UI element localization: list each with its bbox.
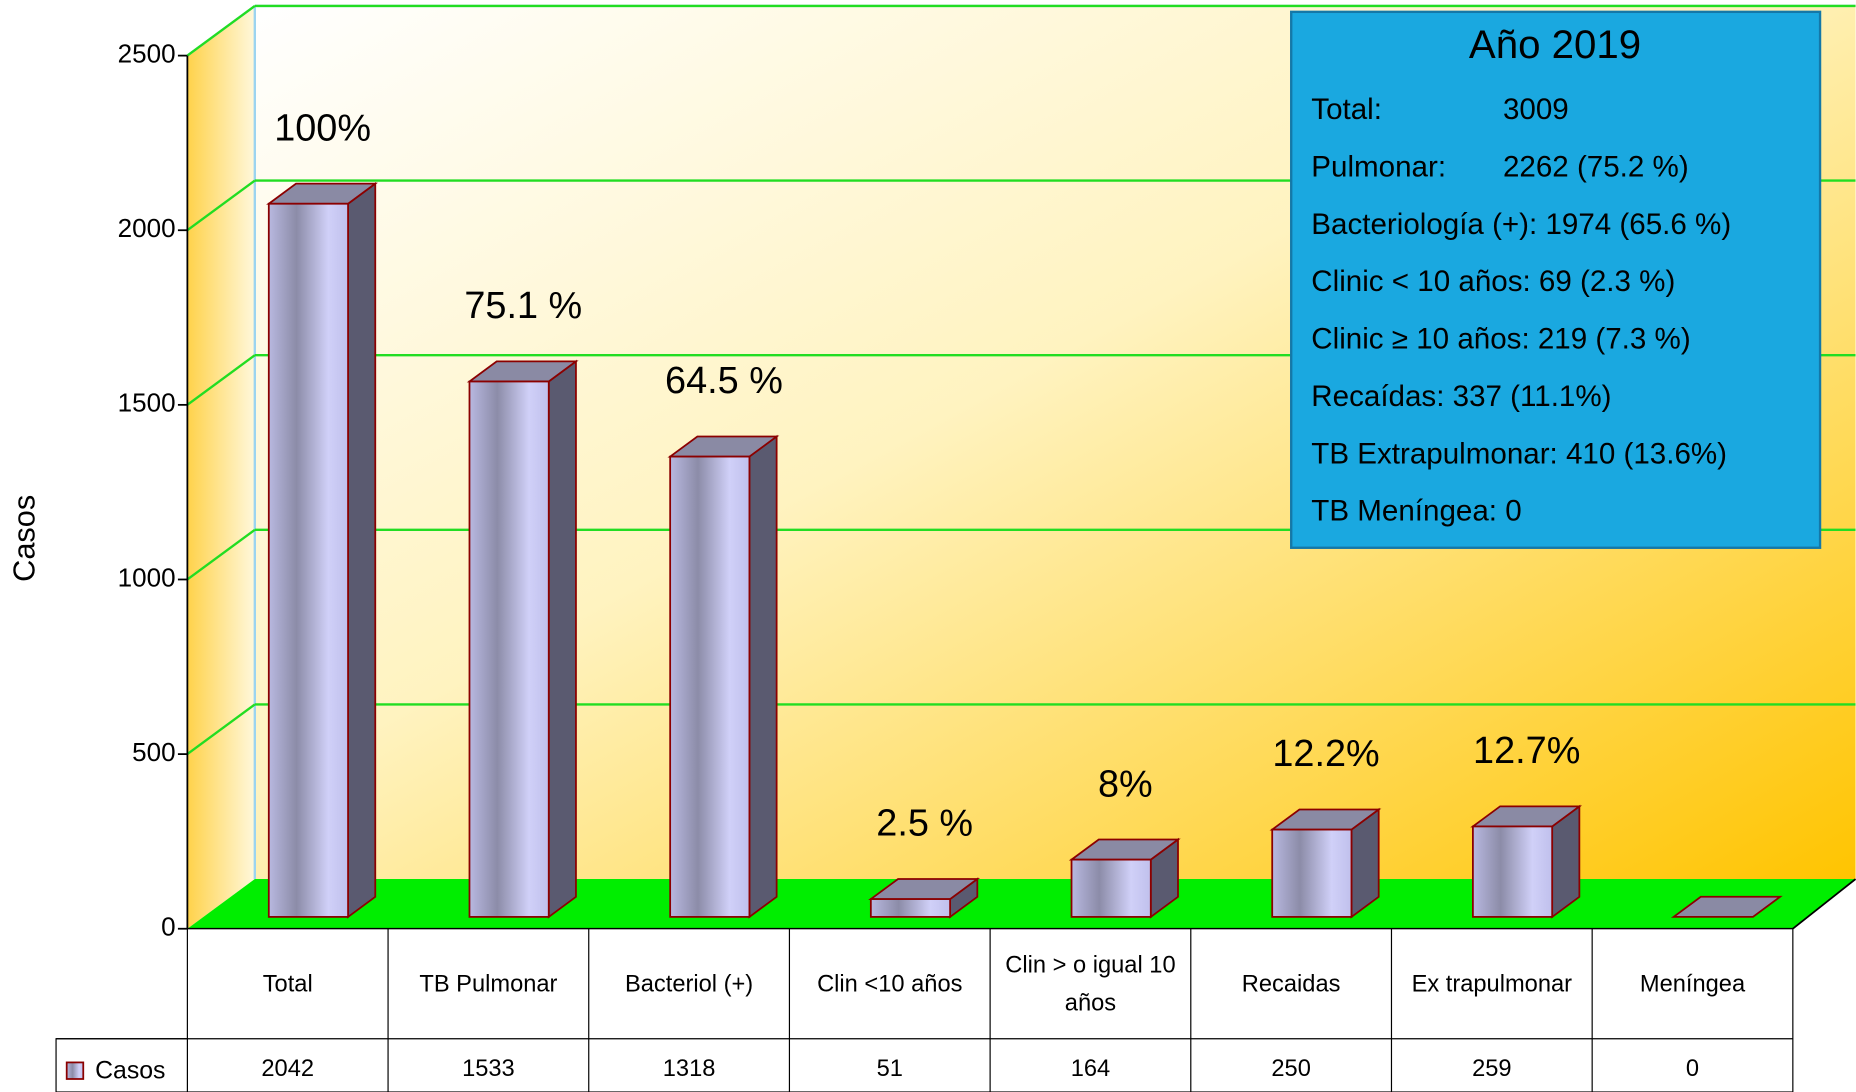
category-cell: Bacteriol (+): [624, 970, 754, 997]
y-tick-label: 1000: [118, 562, 176, 592]
x-tick-label: Meníngea: [1639, 970, 1746, 997]
data-annotation: 8%: [1098, 763, 1153, 805]
grid-line: [186, 179, 256, 232]
y-tick-label: 500: [132, 737, 175, 767]
side-wall: [187, 5, 255, 929]
x-tick-label: Recaidas: [1241, 970, 1341, 997]
floor-edge: [1792, 878, 1856, 930]
grid-line: [186, 4, 256, 57]
data-annotation: 100%: [274, 107, 371, 149]
table-value: 2042: [261, 1056, 314, 1082]
table-value: 51: [877, 1056, 903, 1082]
info-line: TB Extrapulmonar: 410 (13.6%): [1311, 437, 1727, 470]
data-annotation: 75.1 %: [464, 285, 582, 327]
info-line: Clinic < 10 años: 69 (2.3 %): [1311, 265, 1675, 298]
x-tick-label: Clin > o igual 10 años: [1005, 951, 1176, 1016]
y-axis-label: Casos: [7, 495, 42, 582]
info-line: 2262 (75.2 %): [1503, 150, 1689, 183]
y-tick-label: 2500: [118, 38, 176, 68]
bar: [468, 380, 550, 918]
category-cell: Recaidas: [1241, 970, 1341, 997]
grid-line: [186, 528, 256, 581]
category-cell: Clin <10 años: [817, 970, 963, 997]
floor: [187, 879, 1856, 929]
category-cell: Total: [262, 970, 313, 997]
x-tick-label: Clin <10 años: [817, 970, 963, 997]
category-cell: Meníngea: [1639, 970, 1746, 997]
table-value: 259: [1472, 1056, 1511, 1082]
bar: [669, 455, 751, 918]
bar: [1070, 858, 1152, 918]
info-box: [1290, 10, 1822, 549]
data-annotation: 64.5 %: [665, 360, 783, 402]
bar: [1271, 828, 1353, 918]
category-cell: TB Pulmonar: [419, 970, 558, 997]
table-value: 250: [1271, 1056, 1310, 1082]
info-line: TB Meníngea: 0: [1311, 495, 1521, 528]
bar: [869, 898, 951, 918]
data-annotation: 2.5 %: [876, 803, 973, 845]
info-line: Pulmonar:: [1311, 150, 1446, 183]
data-annotation: 12.7%: [1473, 730, 1580, 772]
table-value: 1318: [663, 1056, 716, 1082]
bar-side: [347, 181, 377, 919]
info-line: 3009: [1503, 93, 1569, 126]
bar-side: [547, 359, 577, 919]
grid-line: [186, 703, 256, 756]
y-tick-label: 0: [161, 912, 175, 942]
category-cell: Clin > o igual 10 años: [1005, 951, 1176, 1016]
bar-side: [748, 434, 778, 919]
x-tick-label: Bacteriol (+): [624, 970, 754, 997]
table-value: 1533: [462, 1056, 515, 1082]
table-value: 164: [1071, 1056, 1110, 1082]
x-tick-label: TB Pulmonar: [419, 970, 558, 997]
y-tick-label: 1500: [118, 388, 176, 418]
bar: [1472, 825, 1554, 918]
info-line: Clinic ≥ 10 años: 219 (7.3 %): [1311, 323, 1690, 356]
data-annotation: 12.2%: [1272, 733, 1379, 775]
x-tick-label: Ex trapulmonar: [1411, 970, 1573, 997]
info-line: Bacteriología (+): 1974 (65.6 %): [1311, 208, 1731, 241]
info-line: Total:: [1311, 93, 1382, 126]
bar-top: [1670, 895, 1783, 918]
category-cell: Ex trapulmonar: [1411, 970, 1573, 997]
legend-swatch: [65, 1061, 85, 1080]
info-line: Recaídas: 337 (11.1%): [1311, 380, 1611, 413]
x-tick-label: Total: [262, 970, 313, 997]
bar: [267, 202, 349, 918]
y-tick-label: 2000: [118, 213, 176, 243]
legend-label: Casos: [95, 1057, 165, 1084]
info-title: Año 2019: [1469, 22, 1641, 67]
grid-line: [186, 354, 256, 406]
table-value: 0: [1686, 1056, 1699, 1082]
